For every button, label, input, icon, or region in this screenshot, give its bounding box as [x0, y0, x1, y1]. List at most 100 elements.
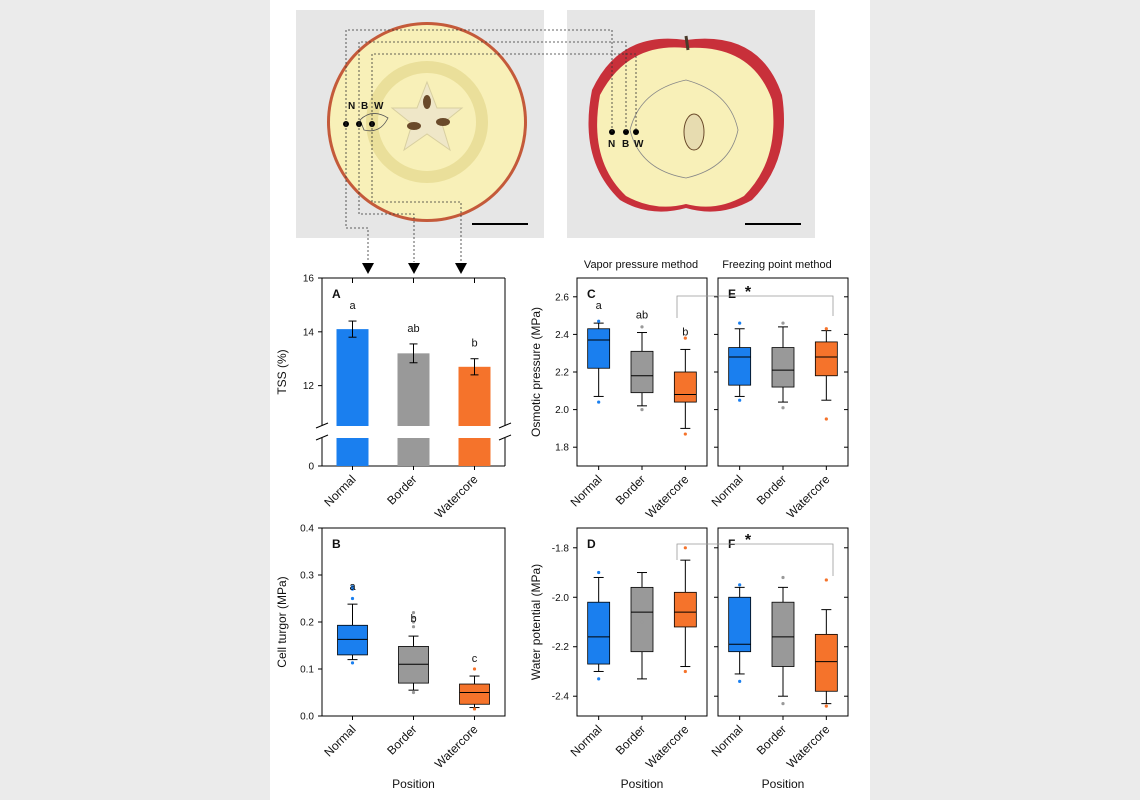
y-tick-label: 0.0 — [300, 712, 314, 723]
sig-letter: c — [472, 653, 478, 665]
panel-a-break-mark — [498, 422, 512, 429]
panel-a-break-mark — [315, 422, 329, 429]
panel-label-b: B — [332, 537, 341, 551]
sig-star-osmotic: * — [745, 284, 752, 301]
x-axis-label: Position — [392, 777, 435, 791]
outlier-point — [597, 319, 601, 323]
core-long — [683, 113, 705, 151]
outlier-point — [640, 325, 644, 329]
bar — [458, 366, 491, 426]
box — [728, 347, 752, 386]
box — [814, 633, 838, 692]
y-tick-label: 0.1 — [300, 665, 314, 676]
outlier-point — [640, 408, 644, 412]
outlier-point — [350, 661, 355, 665]
outlier-point — [411, 615, 416, 619]
y-axis-label: Water potential (MPa) — [529, 564, 543, 680]
connector-normal — [345, 29, 613, 262]
connector-watercore — [371, 53, 637, 262]
outlier-point — [781, 406, 785, 410]
y-tick-label: -1.8 — [552, 543, 570, 554]
outlier-point — [781, 321, 785, 325]
panel-label-c: C — [587, 287, 596, 301]
label-w-long: W — [634, 139, 644, 150]
seed — [423, 95, 431, 109]
outlier-point — [781, 575, 785, 580]
method-freezing-label: Freezing point method — [722, 259, 831, 271]
sig-letter: ab — [636, 310, 648, 322]
outlier-point — [683, 432, 687, 436]
sig-letter: a — [349, 581, 356, 593]
outlier-point — [824, 327, 828, 331]
outlier-point — [738, 679, 742, 683]
outlier-point — [683, 336, 687, 340]
y-tick-label: 12 — [303, 381, 315, 392]
apple-core-star — [390, 80, 464, 152]
sig-letter: a — [349, 300, 356, 312]
outlier-point — [640, 620, 644, 624]
arrow-watercore — [455, 263, 467, 274]
y-axis-label: Osmotic pressure (MPa) — [529, 307, 543, 437]
sig-star-water: * — [745, 532, 752, 549]
connector-border — [358, 41, 627, 262]
sig-letter: b — [410, 613, 416, 625]
outlier-point — [411, 620, 416, 624]
y-tick-label: 2.0 — [555, 405, 569, 416]
box — [814, 341, 838, 377]
outlier-point — [597, 677, 601, 681]
seed — [436, 118, 450, 126]
outlier-point — [683, 669, 687, 674]
box — [630, 586, 654, 653]
bar-lower-segment — [458, 438, 491, 466]
box — [587, 601, 611, 665]
outlier-point — [824, 704, 828, 708]
y-tick-label: 2.2 — [555, 368, 569, 379]
outlier-point — [738, 583, 742, 587]
label-b: B — [361, 101, 368, 112]
bar-lower-segment — [397, 438, 430, 466]
connector-lines — [345, 29, 637, 262]
y-tick-label: 16 — [303, 274, 315, 285]
method-vapor-label: Vapor pressure method — [584, 259, 698, 271]
outlier-point — [350, 587, 355, 591]
label-b-long: B — [622, 139, 629, 150]
y-axis-label: TSS (%) — [275, 349, 289, 394]
y-tick-label: 14 — [303, 327, 315, 338]
y-tick-label: 0.2 — [300, 618, 314, 629]
y-tick-label: -2.0 — [552, 593, 570, 604]
box — [771, 347, 795, 388]
outlier-point — [597, 570, 601, 575]
box — [728, 596, 752, 653]
panel-label-a: A — [332, 287, 341, 301]
y-axis-label: Cell turgor (MPa) — [275, 576, 289, 667]
panel-a-break-mark — [315, 434, 329, 441]
photo-longitudinal-section: N B W — [567, 10, 815, 238]
y-tick-label: 0 — [308, 462, 314, 473]
outlier-point — [472, 707, 477, 711]
outlier-point — [411, 611, 416, 615]
x-axis-label: Position — [762, 777, 805, 791]
arrow-border — [408, 263, 420, 274]
box — [771, 601, 795, 667]
watercore-outline-long — [629, 79, 739, 179]
y-tick-label: 2.4 — [555, 330, 569, 341]
box — [459, 683, 490, 705]
outlier-point — [738, 398, 742, 402]
box — [587, 328, 611, 369]
point-b-long — [623, 129, 629, 135]
box — [337, 624, 368, 656]
panel-a-break-mark — [498, 434, 512, 441]
label-n-long: N — [608, 139, 615, 150]
y-tick-label: -2.2 — [552, 642, 570, 653]
y-tick-label: 0.4 — [300, 524, 314, 535]
outlier-point — [824, 417, 828, 421]
bar — [397, 353, 430, 426]
outlier-point — [824, 578, 828, 582]
box — [673, 371, 697, 403]
label-w: W — [374, 101, 384, 112]
sig-letter: ab — [407, 323, 419, 335]
outlier-point — [781, 702, 785, 706]
stem — [684, 35, 690, 51]
sig-brackets — [676, 295, 834, 576]
box — [673, 591, 697, 628]
